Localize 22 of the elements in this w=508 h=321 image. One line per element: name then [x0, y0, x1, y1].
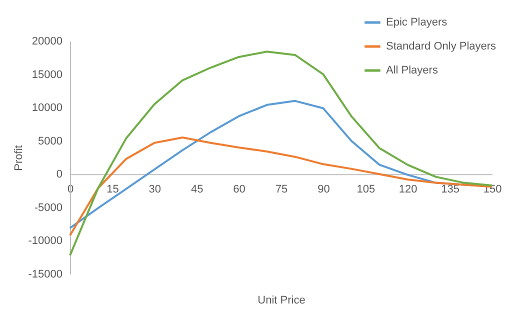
x-tick-label: 90: [318, 184, 330, 196]
x-tick-label: 45: [190, 184, 204, 196]
legend-label: Standard Only Players: [386, 40, 497, 52]
y-tick-label: 0: [56, 168, 62, 181]
y-tick-label: -5000: [34, 202, 62, 214]
x-tick-label: 105: [356, 184, 376, 196]
x-axis-title: Unit Price: [258, 294, 306, 306]
y-tick-label: -10000: [28, 235, 62, 248]
y-axis-title: Profit: [13, 145, 26, 171]
x-tick-label: 30: [148, 184, 162, 196]
y-tick-label: 15000: [32, 68, 62, 81]
x-tick-label: 120: [398, 184, 418, 196]
x-tick-label: 15: [106, 184, 119, 196]
y-tick-label: 20000: [32, 36, 62, 48]
y-tick-label: 5000: [38, 135, 62, 148]
y-tick-label: -15000: [28, 268, 62, 280]
x-tick-label: 75: [275, 184, 288, 196]
legend-label: Epic Players: [386, 16, 448, 28]
y-tick-label: 10000: [32, 102, 62, 114]
x-tick-label: 60: [233, 184, 246, 196]
x-tick-label: 135: [441, 184, 460, 196]
legend-label: All Players: [386, 64, 438, 76]
